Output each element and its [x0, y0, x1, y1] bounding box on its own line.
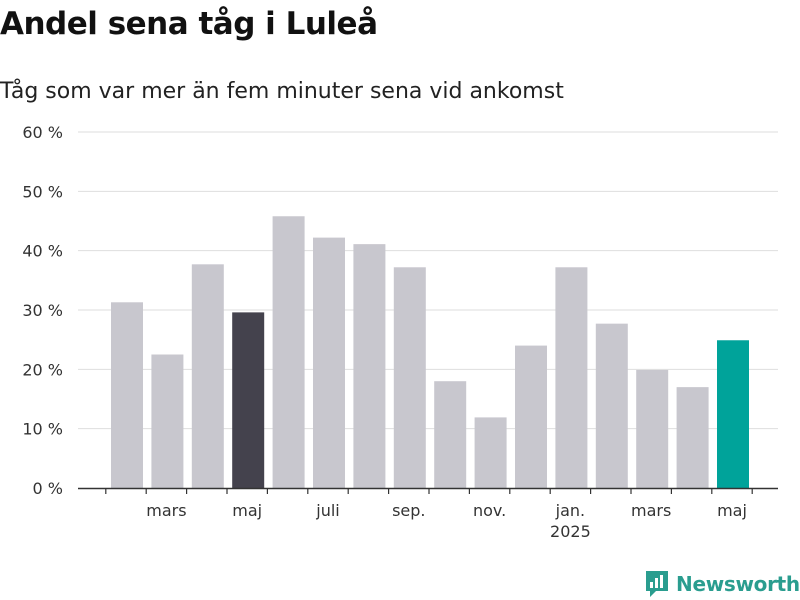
chart-title: Andel sena tåg i Luleå: [0, 6, 378, 42]
bar: [232, 312, 265, 488]
bar: [313, 237, 345, 488]
bar: [272, 216, 305, 488]
y-tick-label: 60 %: [22, 123, 63, 142]
x-tick-label: mars: [146, 501, 186, 520]
chart-subtitle: Tåg som var mer än fem minuter sena vid …: [0, 79, 564, 104]
y-tick-label: 10 %: [22, 420, 63, 439]
bar: [393, 267, 426, 488]
brand-logo: Newsworthy: [644, 569, 800, 599]
x-tick-label: maj: [232, 501, 262, 520]
y-tick-label: 50 %: [22, 182, 63, 201]
x-tick-label: nov.: [473, 501, 506, 520]
x-tick-sublabel: 2025: [550, 522, 591, 541]
y-tick-label: 0 %: [33, 479, 63, 498]
x-tick-label: mars: [631, 501, 671, 520]
bar-chart: 0 % 10 % 20 % 30 % 40 % 50 % 60 % mars maj juli se…: [22, 123, 778, 541]
bar: [434, 381, 467, 488]
x-tick-label: maj: [717, 501, 747, 520]
bar: [636, 369, 669, 488]
x-tick-label: juli: [315, 501, 339, 520]
newsworthy-logo-icon: [646, 571, 668, 597]
bar: [151, 354, 184, 488]
bar: [111, 302, 143, 488]
y-tick-label: 40 %: [22, 242, 63, 261]
bar: [515, 345, 547, 488]
bar: [353, 244, 386, 488]
y-tick-label: 30 %: [22, 301, 63, 320]
brand-name: Newsworthy: [676, 572, 800, 596]
y-tick-label: 20 %: [22, 360, 63, 379]
bar: [676, 387, 709, 488]
bar: [474, 417, 507, 488]
bar: [717, 340, 749, 488]
bar: [555, 267, 588, 488]
x-tick-label: sep.: [392, 501, 425, 520]
bar: [595, 323, 628, 488]
bar: [191, 264, 224, 488]
x-tick-label: jan.: [555, 501, 585, 520]
